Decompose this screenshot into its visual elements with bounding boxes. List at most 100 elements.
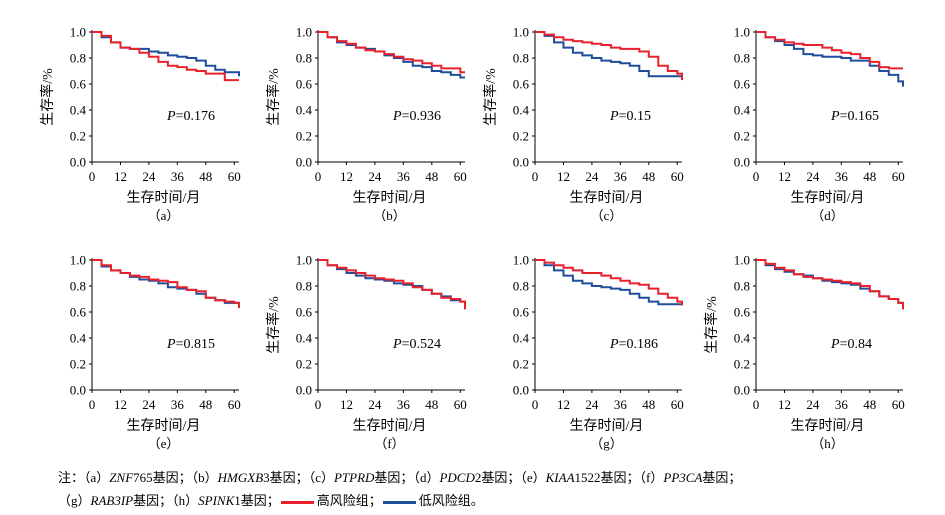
panel-label: （h） xyxy=(811,436,844,451)
x-tick-label: 12 xyxy=(340,169,353,184)
x-tick-label: 12 xyxy=(557,169,570,184)
y-axis-label: 生存率/% xyxy=(703,296,720,354)
high-risk-legend-swatch xyxy=(280,500,314,504)
km-panel-5: 0.0 0.2 0.4 0.6 0.8 1.0 0 12 24 36 48 60 生存时间/月 （e） P=… xyxy=(70,253,241,452)
y-tick-label: 0.2 xyxy=(70,357,86,372)
high-risk-survival-curve xyxy=(535,259,683,306)
x-tick-label: 24 xyxy=(142,397,156,412)
y-tick-label: 0.2 xyxy=(513,129,529,144)
km-panel-8: 0.0 0.2 0.4 0.6 0.8 1.0 0 12 24 36 48 60 生存率/% 生存时间/月… xyxy=(703,253,905,452)
x-tick-label: 24 xyxy=(806,169,820,184)
footnote-item: （c）PTPRD基因； xyxy=(308,470,414,485)
y-axis-label: 生存率/% xyxy=(265,68,282,126)
km-panel-2: 0.0 0.2 0.4 0.6 0.8 1.0 0 12 24 36 48 60 生存率/% 生存时间/月… xyxy=(265,25,467,224)
x-tick-label: 0 xyxy=(753,397,760,412)
x-tick-label: 36 xyxy=(614,397,628,412)
footnote-line-1: 注：（a）ZNF765基因；（b）HMGXB3基因；（c）PTPRD基因；（d）… xyxy=(58,469,741,486)
x-tick-label: 60 xyxy=(454,397,467,412)
x-tick-label: 60 xyxy=(671,397,684,412)
low-risk-legend-swatch xyxy=(382,500,416,504)
x-tick-label: 24 xyxy=(142,169,156,184)
y-tick-label: 0.4 xyxy=(70,103,87,118)
x-tick-label: 12 xyxy=(114,169,127,184)
footnote-items-first: （a）ZNF765基因；（b）HMGXB3基因；（c）PTPRD基因；（d）PD… xyxy=(84,470,741,485)
p-value-annotation: P=0.84 xyxy=(830,337,872,352)
y-tick-label: 1.0 xyxy=(513,25,529,40)
x-tick-label: 36 xyxy=(171,397,185,412)
low-risk-legend-label: 低风险组。 xyxy=(418,493,484,508)
panel-label: （b） xyxy=(373,208,406,223)
x-tick-label: 36 xyxy=(171,169,185,184)
y-tick-label: 0.2 xyxy=(734,129,750,144)
y-tick-label: 1.0 xyxy=(513,253,529,268)
y-tick-label: 0.8 xyxy=(70,51,86,66)
footnote-item: （h）SPINK1基因； xyxy=(172,493,280,508)
x-tick-label: 0 xyxy=(532,397,539,412)
y-tick-label: 0.8 xyxy=(296,279,312,294)
y-tick-label: 0.2 xyxy=(513,357,529,372)
x-tick-label: 48 xyxy=(642,169,655,184)
y-tick-label: 0.6 xyxy=(296,305,313,320)
y-tick-label: 0.2 xyxy=(734,357,750,372)
high-risk-survival-curve xyxy=(756,31,903,70)
x-tick-label: 48 xyxy=(642,397,655,412)
x-tick-label: 60 xyxy=(228,397,241,412)
km-panel-4: 0.0 0.2 0.4 0.6 0.8 1.0 0 12 24 36 48 60 生存时间/月 （d） P=… xyxy=(734,25,905,224)
x-tick-label: 12 xyxy=(557,397,570,412)
x-axis-label: 生存时间/月 xyxy=(127,418,201,434)
p-value-annotation: P=0.15 xyxy=(609,109,651,124)
x-axis-label: 生存时间/月 xyxy=(791,418,865,434)
y-axis-label: 生存率/% xyxy=(482,68,499,126)
x-tick-label: 60 xyxy=(892,397,905,412)
y-tick-label: 0.6 xyxy=(70,77,87,92)
low-risk-survival-curve xyxy=(535,259,682,306)
y-tick-label: 0.2 xyxy=(296,357,312,372)
x-axis-label: 生存时间/月 xyxy=(353,190,427,206)
p-value-annotation: P=0.524 xyxy=(392,337,441,352)
footnote-item: （f）PP3CA基因； xyxy=(639,470,742,485)
p-value-annotation: P=0.165 xyxy=(830,109,879,124)
y-tick-label: 1.0 xyxy=(70,253,86,268)
y-tick-label: 0.6 xyxy=(70,305,87,320)
x-tick-label: 60 xyxy=(892,169,905,184)
x-tick-label: 36 xyxy=(397,169,411,184)
footnote-item: （e）KIAA1522基因； xyxy=(520,470,640,485)
x-tick-label: 48 xyxy=(863,169,876,184)
x-tick-label: 12 xyxy=(778,169,791,184)
y-tick-label: 0.8 xyxy=(734,279,750,294)
y-axis-label: 生存率/% xyxy=(39,68,56,126)
y-tick-label: 0.8 xyxy=(734,51,750,66)
x-tick-label: 24 xyxy=(585,397,599,412)
y-tick-label: 0.6 xyxy=(513,305,530,320)
x-tick-label: 24 xyxy=(368,169,382,184)
x-tick-label: 36 xyxy=(614,169,628,184)
x-tick-label: 0 xyxy=(89,397,96,412)
x-tick-label: 60 xyxy=(228,169,241,184)
x-tick-label: 24 xyxy=(368,397,382,412)
x-tick-label: 48 xyxy=(199,169,212,184)
km-panels-grid: 0.0 0.2 0.4 0.6 0.8 1.0 0 12 24 36 48 60 生存率/% 生存时间/月… xyxy=(39,25,905,452)
x-axis-label: 生存时间/月 xyxy=(127,190,201,206)
high-risk-legend-label: 高风险组； xyxy=(316,493,382,508)
y-tick-label: 0.0 xyxy=(70,383,86,398)
low-risk-survival-curve xyxy=(318,259,465,303)
p-value-annotation: P=0.815 xyxy=(166,337,215,352)
panel-label: （d） xyxy=(811,208,844,223)
y-tick-label: 0.0 xyxy=(70,155,86,170)
y-tick-label: 0.2 xyxy=(296,129,312,144)
y-tick-label: 0.4 xyxy=(296,103,313,118)
y-tick-label: 0.6 xyxy=(296,77,313,92)
y-tick-label: 0.0 xyxy=(296,155,312,170)
panel-label: （g） xyxy=(590,436,623,451)
high-risk-survival-curve xyxy=(535,31,683,81)
x-tick-label: 48 xyxy=(425,397,438,412)
footnote-items-second: （g）RAB3IP基因；（h）SPINK1基因； xyxy=(58,493,280,508)
x-tick-label: 24 xyxy=(806,397,820,412)
x-tick-label: 48 xyxy=(199,397,212,412)
y-tick-label: 0.6 xyxy=(734,77,751,92)
y-tick-label: 1.0 xyxy=(296,253,312,268)
y-tick-label: 0.4 xyxy=(70,331,87,346)
p-value-annotation: P=0.176 xyxy=(166,109,215,124)
x-tick-label: 36 xyxy=(835,397,849,412)
panel-label: （a） xyxy=(148,208,180,223)
